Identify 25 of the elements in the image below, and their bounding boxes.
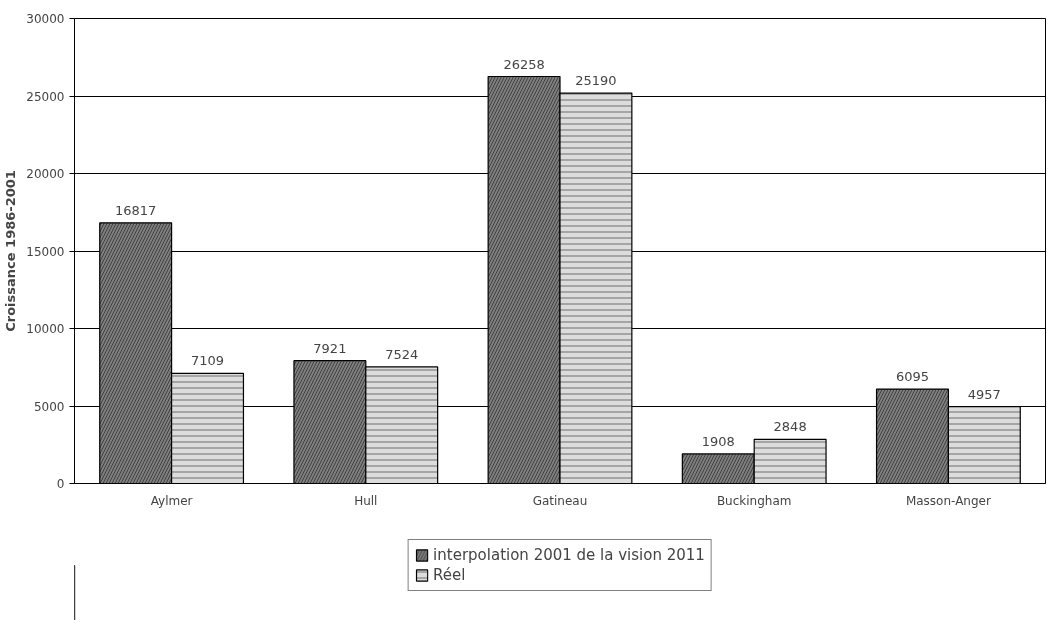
data-label: 7524	[385, 346, 419, 362]
y-tick-label: 10000	[26, 322, 65, 336]
y-tick-label: 30000	[26, 12, 65, 26]
data-label: 16817	[115, 202, 157, 218]
y-axis-title: Croissance 1986-2001	[3, 170, 19, 332]
x-tick-label: Buckingham	[716, 493, 792, 508]
x-tick-label: Masson-Anger	[905, 493, 991, 508]
data-label: 26258	[503, 56, 545, 72]
y-tick-label: 5000	[33, 399, 65, 414]
data-label: 2848	[773, 419, 807, 435]
data-label: 7921	[313, 340, 347, 356]
y-tick-label: 25000	[26, 89, 65, 104]
data-label: 25190	[575, 73, 617, 89]
y-tick-label: 20000	[26, 167, 65, 181]
data-label: 4957	[967, 386, 1001, 402]
legend-label: Réel	[433, 566, 466, 584]
data-label: 7109	[190, 353, 225, 369]
data-label: 1908	[701, 433, 735, 449]
y-tick-label: 15000	[26, 244, 65, 259]
data-label: 6095	[895, 369, 930, 385]
legend-label: interpolation 2001 de la vision 2011	[433, 546, 705, 564]
x-tick-label: Gatineau	[532, 493, 588, 508]
x-tick-label: Hull	[354, 493, 378, 508]
x-tick-label: Aylmer	[150, 493, 193, 508]
y-tick-label: 0	[56, 477, 65, 491]
